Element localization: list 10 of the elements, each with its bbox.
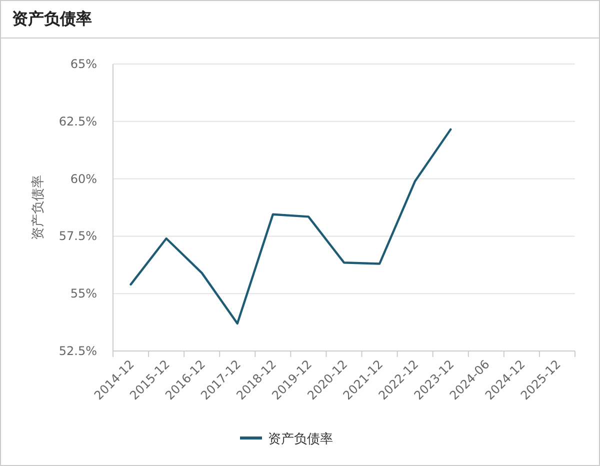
y-axis-title: 资产负债率 [30, 175, 46, 240]
y-tick-label: 65% [70, 57, 97, 71]
y-tick-label: 57.5% [58, 229, 97, 244]
y-tick-label: 52.5% [58, 344, 97, 358]
chart-title: 资产负债率 [12, 9, 92, 28]
y-tick-label: 55% [70, 286, 97, 301]
legend-label: 资产负债率 [268, 431, 333, 447]
y-tick-label: 62.5% [58, 114, 97, 128]
line-series [130, 128, 452, 325]
y-tick-label: 60% [70, 172, 97, 186]
